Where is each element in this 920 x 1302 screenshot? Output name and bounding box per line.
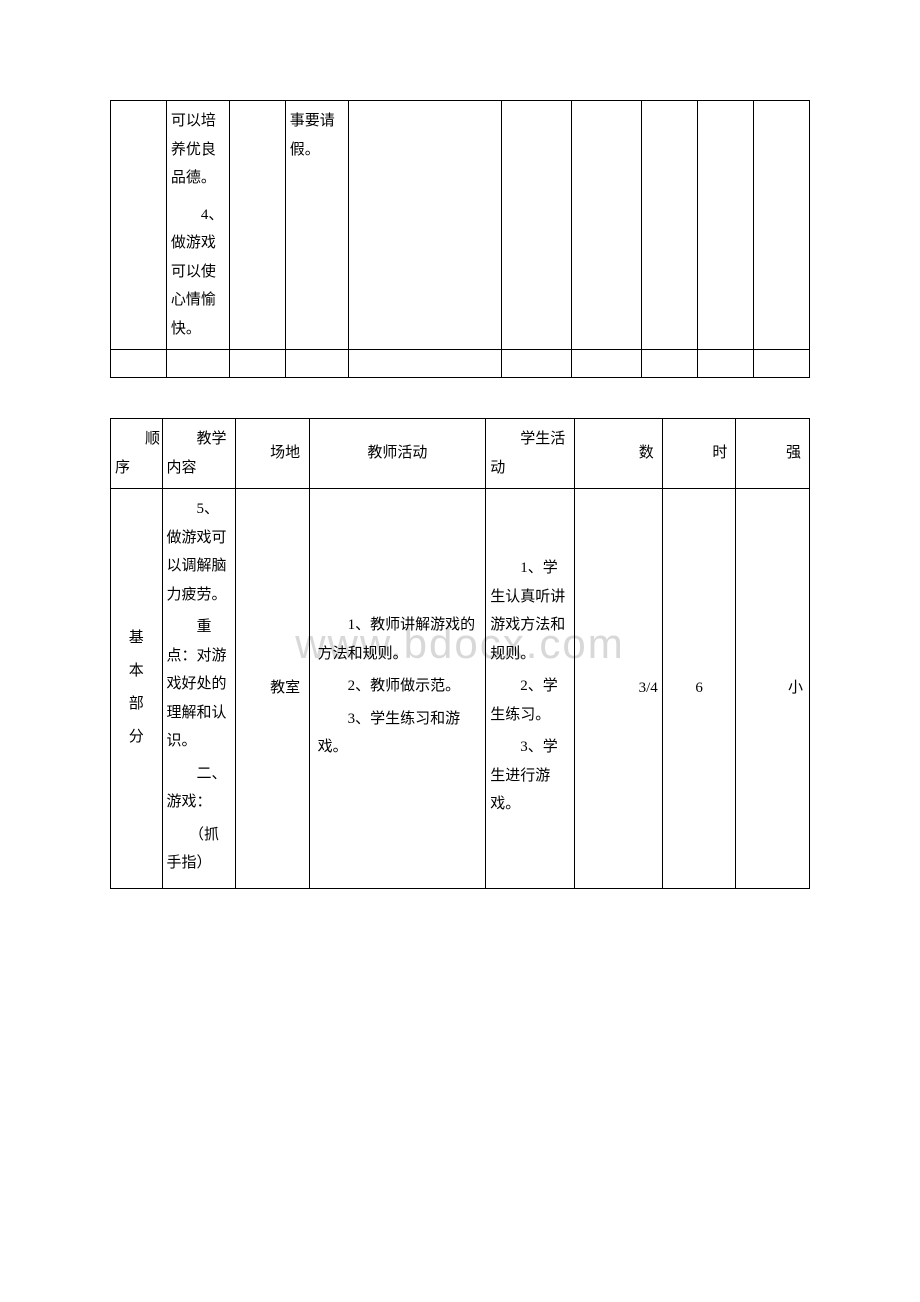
header-cell: 强 xyxy=(736,419,810,489)
cell: 1、教师讲解游戏的方法和规则。 2、教师做示范。 3、学生练习和游戏。 xyxy=(309,489,486,889)
cell xyxy=(698,101,754,350)
header-cell: 数 xyxy=(574,419,662,489)
cell xyxy=(502,101,572,350)
cell: 教室 xyxy=(236,489,310,889)
cell: 小 xyxy=(736,489,810,889)
header-cell: 时 xyxy=(662,419,736,489)
cell-text: 1、教师讲解游戏的方法和规则。 xyxy=(318,611,478,668)
cell-text: 重点：对游戏好处的理解和认识。 xyxy=(167,613,232,756)
cell xyxy=(229,101,285,350)
cell-text: 3、学生进行游戏。 xyxy=(490,733,569,819)
cell-text: 可以培养优良品德。 xyxy=(171,107,225,193)
cell: 事要请假。 xyxy=(285,101,348,350)
cell: 可以培养优良品德。 4、做游戏可以使心情愉快。 xyxy=(166,101,229,350)
cell xyxy=(166,350,229,378)
cell xyxy=(111,101,167,350)
header-cell: 学生活动 xyxy=(486,419,574,489)
table-header-row: 顺序 教学内容 场地 教师活动 学生活动 数 时 强 xyxy=(111,419,810,489)
vchar: 部 xyxy=(115,688,158,721)
cell-section-label: 基 本 部 分 xyxy=(111,489,163,889)
table-row xyxy=(111,350,810,378)
cell xyxy=(502,350,572,378)
vchar: 基 xyxy=(115,622,158,655)
cell xyxy=(348,101,502,350)
cell-text: 1、学生认真听讲游戏方法和规则。 xyxy=(490,554,569,668)
table-top: 可以培养优良品德。 4、做游戏可以使心情愉快。 事要请假。 xyxy=(110,100,810,378)
cell xyxy=(642,350,698,378)
vchar: 本 xyxy=(115,655,158,688)
cell-text: 2、学生练习。 xyxy=(490,672,569,729)
table-row: 可以培养优良品德。 4、做游戏可以使心情愉快。 事要请假。 xyxy=(111,101,810,350)
cell xyxy=(572,350,642,378)
cell-text: （抓手指） xyxy=(167,821,232,878)
cell xyxy=(111,350,167,378)
header-cell: 教学内容 xyxy=(162,419,236,489)
header-cell: 教师活动 xyxy=(309,419,486,489)
header-cell: 场地 xyxy=(236,419,310,489)
table-bottom: 顺序 教学内容 场地 教师活动 学生活动 数 时 强 基 本 部 分 5、做游戏… xyxy=(110,418,810,889)
cell-text: 4、做游戏可以使心情愉快。 xyxy=(171,201,225,344)
cell-text: 二、游戏： xyxy=(167,760,232,817)
header-cell: 顺序 xyxy=(111,419,163,489)
cell: 3/4 xyxy=(574,489,662,889)
cell: 5、做游戏可以调解脑力疲劳。 重点：对游戏好处的理解和认识。 二、游戏： （抓手… xyxy=(162,489,236,889)
cell-text: 2、教师做示范。 xyxy=(318,672,478,701)
cell-text: 事要请假。 xyxy=(290,107,344,164)
vchar: 分 xyxy=(115,721,158,754)
spacer xyxy=(110,378,810,418)
cell xyxy=(348,350,502,378)
cell-text: 3、学生练习和游戏。 xyxy=(318,705,478,762)
cell xyxy=(698,350,754,378)
table-row: 基 本 部 分 5、做游戏可以调解脑力疲劳。 重点：对游戏好处的理解和认识。 二… xyxy=(111,489,810,889)
cell xyxy=(642,101,698,350)
cell-text: 5、做游戏可以调解脑力疲劳。 xyxy=(167,495,232,609)
cell: 6 xyxy=(662,489,736,889)
cell xyxy=(572,101,642,350)
cell xyxy=(754,101,810,350)
cell xyxy=(754,350,810,378)
cell xyxy=(285,350,348,378)
cell: 1、学生认真听讲游戏方法和规则。 2、学生练习。 3、学生进行游戏。 xyxy=(486,489,574,889)
cell xyxy=(229,350,285,378)
